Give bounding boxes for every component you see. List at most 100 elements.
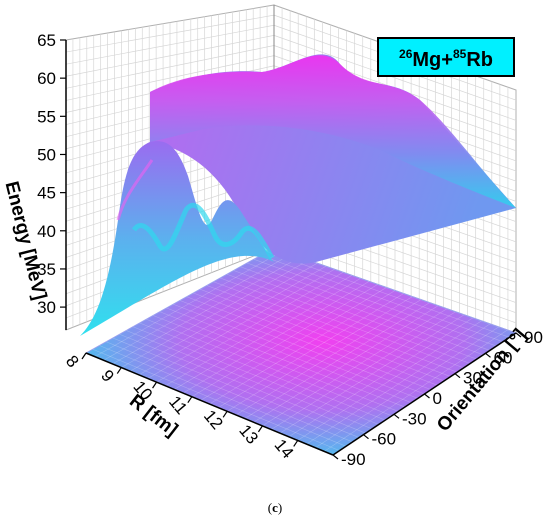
floor-grid-line: [247, 262, 490, 351]
orientation-tick-mark: [363, 434, 369, 440]
floor-grid-line: [121, 259, 309, 368]
orientation-tick-label: 30: [463, 369, 482, 388]
orientation-tick-mark: [515, 332, 522, 338]
legend-box: 26Mg+85Rb: [377, 37, 515, 77]
floor-grid-line: [138, 265, 327, 376]
orientation-tick-label: -90: [341, 450, 366, 469]
floor-grid-line: [200, 287, 387, 401]
floor-grid-line: [253, 258, 497, 347]
orientation-tick-label: 90: [524, 328, 543, 347]
orientation-tick-label: 60: [494, 348, 513, 367]
floor-grid-line: [153, 315, 399, 412]
legend-plus: +: [441, 49, 453, 71]
r-tick-mark: [293, 440, 299, 447]
floor-grid-line: [271, 311, 456, 430]
r-tick-mark: [257, 425, 263, 433]
legend-element-b: Rb: [466, 49, 493, 71]
floor-grid-line: [240, 266, 484, 356]
r-tick-mark: [222, 410, 228, 418]
floor-grid-line: [218, 293, 404, 408]
orientation-tick-mark: [485, 352, 491, 358]
floor-grid-line: [235, 299, 422, 416]
r-tick-mark: [81, 352, 87, 360]
energy-tick-label: 60: [37, 69, 56, 88]
floor-grid-line: [103, 253, 292, 361]
surface-wave-valleys: [131, 202, 275, 260]
floor-grid-line: [112, 256, 301, 365]
r-tick-mark: [187, 396, 193, 404]
floor-grid-line: [297, 320, 482, 441]
floor-grid-line: [146, 318, 392, 417]
floor-grid-line: [132, 326, 379, 425]
floor-grid-line: [262, 308, 448, 427]
r-tick-label: 13: [235, 421, 262, 448]
legend-mass-b: 85: [453, 47, 467, 61]
r-tick-label: 14: [271, 436, 298, 463]
floor-grid-line: [92, 348, 340, 451]
floor-grid-line: [166, 307, 412, 403]
energy-tick-label: 55: [37, 107, 56, 126]
floor-grid-line: [288, 317, 473, 438]
floor-grid-line: [129, 262, 318, 372]
floor-grid-line: [186, 296, 432, 390]
floor-grid-line: [213, 281, 458, 373]
r-tick-label: 12: [200, 406, 227, 433]
orientation-tick-label: -60: [372, 430, 397, 449]
r-tick-label: 8: [62, 352, 83, 371]
orientation-tick-mark: [424, 393, 430, 399]
floor-grid-line: [119, 333, 366, 434]
floor-grid-line: [279, 314, 465, 434]
floor-grid-line: [315, 326, 499, 448]
orientation-axis-ticks: -90 -60 -30 0 30 60 90: [332, 328, 543, 469]
caption-open: (: [267, 500, 273, 515]
energy-tick-label: 35: [37, 260, 56, 279]
energy-axis-ticks: 30 35 40 45 50 55 60 65: [37, 31, 66, 317]
floor-grid-line: [206, 285, 451, 377]
r-tick-label: 9: [97, 366, 118, 385]
legend-mass-a: 26: [399, 47, 413, 61]
caption-close: ): [277, 500, 283, 515]
floor-grid-line: [226, 273, 471, 364]
energy-tick-label: 30: [37, 298, 56, 317]
energy-tick-label: 45: [37, 184, 56, 203]
floor-grid-line: [226, 296, 413, 412]
floor-grid-line: [253, 305, 439, 423]
floor-grid-line: [126, 330, 373, 430]
floor-grid-line: [233, 270, 477, 360]
floor-grid-line: [112, 337, 360, 438]
caption-letter: c: [272, 500, 278, 515]
floor-grid-line: [182, 281, 370, 394]
svg-text:26Mg+85Rb: 26Mg+85Rb: [399, 47, 493, 71]
energy-tick-label: 50: [37, 145, 56, 164]
surface-front-crest: [116, 159, 154, 221]
orientation-tick-mark: [332, 454, 339, 460]
floor-grid-line: [260, 255, 504, 342]
floor-grid-line: [209, 290, 396, 405]
floor-grid-line: [173, 303, 419, 399]
floor-grid-line: [99, 345, 347, 447]
floor-grid-line: [139, 322, 386, 421]
floor-grid-line: [244, 302, 430, 419]
orientation-tick-label: 0: [433, 389, 442, 408]
floor-grid-line: [267, 251, 510, 338]
energy-tick-label: 65: [37, 31, 56, 50]
legend-element-a: Mg: [412, 49, 441, 71]
floor-grid-line: [159, 311, 406, 408]
floor-projection: [84, 247, 518, 456]
floor-grid-line: [191, 284, 378, 397]
floor-grid-line: [156, 272, 344, 383]
orientation-tick-label: -30: [402, 409, 427, 428]
surface-ridge: [150, 55, 516, 209]
energy-surface: [80, 54, 516, 336]
floor-grid-line: [306, 323, 491, 445]
floor-grid-line: [324, 329, 508, 452]
floor-grid-line: [174, 278, 361, 390]
floor-grid-line: [94, 250, 283, 357]
floor-grid-line: [165, 275, 352, 387]
orientation-tick-mark: [393, 413, 400, 419]
floor-grid-line: [220, 277, 464, 369]
floor-grid-line: [193, 292, 438, 386]
r-tick-mark: [116, 367, 122, 374]
floor-grid-line: [106, 341, 353, 443]
